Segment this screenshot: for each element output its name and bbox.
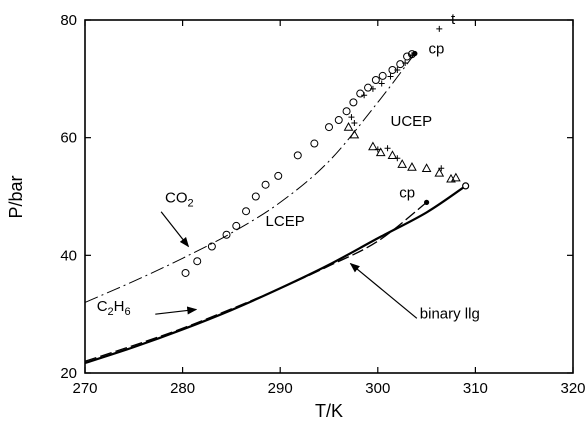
- cross-point-6: [361, 92, 367, 98]
- y-axis-label: P/bar: [6, 175, 26, 218]
- cross-point-9: [387, 73, 393, 79]
- triangle-point-10: [452, 174, 460, 181]
- plot-frame: [85, 20, 573, 373]
- label-0: cp: [429, 41, 445, 58]
- triangle-point-2: [369, 142, 377, 149]
- circle-point-3: [223, 231, 230, 238]
- circle-point-12: [335, 117, 342, 124]
- triangle-point-5: [398, 160, 406, 167]
- x-tick-label-5: 320: [560, 380, 585, 397]
- cross-point-3: [385, 145, 391, 151]
- triangle-point-4: [388, 151, 396, 158]
- data-markers: [182, 26, 469, 277]
- circle-point-7: [262, 181, 269, 188]
- x-tick-label-2: 290: [268, 380, 293, 397]
- cross-point-13: [436, 26, 442, 32]
- y-tick-label-0: 20: [60, 365, 77, 382]
- axis-tick-labels: 270 280 290 300 310 320 20 40 60 80: [60, 12, 585, 397]
- species-label-0: CO2: [165, 189, 194, 209]
- circle-point-14: [350, 99, 357, 106]
- circle-point-18: [379, 72, 386, 79]
- arrow-0: [161, 212, 188, 247]
- y-tick-label-1: 40: [60, 247, 77, 264]
- circle-point-8: [275, 172, 282, 179]
- circle-point-1: [194, 258, 201, 265]
- triangle-point-6: [408, 163, 416, 170]
- triangle-point-7: [423, 164, 431, 171]
- circle-point-11: [326, 124, 333, 131]
- axis-ticks: [85, 20, 573, 373]
- circle-point-10: [311, 140, 318, 147]
- circle-point-0: [182, 269, 189, 276]
- critical-point-1: [424, 200, 429, 205]
- curve-end-point: [463, 183, 469, 189]
- x-tick-label-4: 310: [463, 380, 488, 397]
- cross-point-5: [438, 165, 444, 171]
- circle-point-17: [372, 77, 379, 84]
- cross-point-7: [370, 86, 376, 92]
- x-tick-label-0: 270: [72, 380, 97, 397]
- label-5: binary llg: [420, 305, 480, 322]
- curves: [85, 54, 466, 363]
- cross-point-0: [348, 114, 354, 120]
- circle-point-4: [233, 222, 240, 229]
- circle-point-9: [294, 152, 301, 159]
- label-2: UCEP: [390, 113, 432, 130]
- curve-c2h6-dashed: [85, 202, 427, 361]
- curve-co2-dashdot: [85, 54, 415, 303]
- circle-point-6: [252, 193, 259, 200]
- cross-point-1: [351, 120, 357, 126]
- triangle-point-8: [435, 169, 443, 176]
- label-3: LCEP: [266, 213, 305, 230]
- circle-point-20: [397, 61, 404, 68]
- triangle-point-0: [345, 123, 353, 130]
- arrow-2: [350, 264, 416, 319]
- x-tick-label-3: 300: [365, 380, 390, 397]
- critical-point-0: [412, 51, 417, 56]
- y-tick-label-2: 60: [60, 130, 77, 147]
- cross-point-8: [379, 81, 385, 87]
- arrow-1: [155, 309, 196, 314]
- x-axis-label: T/K: [315, 401, 343, 421]
- cross-point-11: [402, 60, 408, 66]
- circle-point-5: [243, 208, 250, 215]
- circle-point-15: [357, 90, 364, 97]
- y-tick-label-3: 80: [60, 12, 77, 29]
- species-label-1: C2H6: [97, 298, 131, 318]
- circle-point-16: [365, 84, 372, 91]
- x-tick-label-1: 280: [170, 380, 195, 397]
- circle-point-13: [343, 108, 350, 115]
- label-4: cp: [399, 185, 415, 202]
